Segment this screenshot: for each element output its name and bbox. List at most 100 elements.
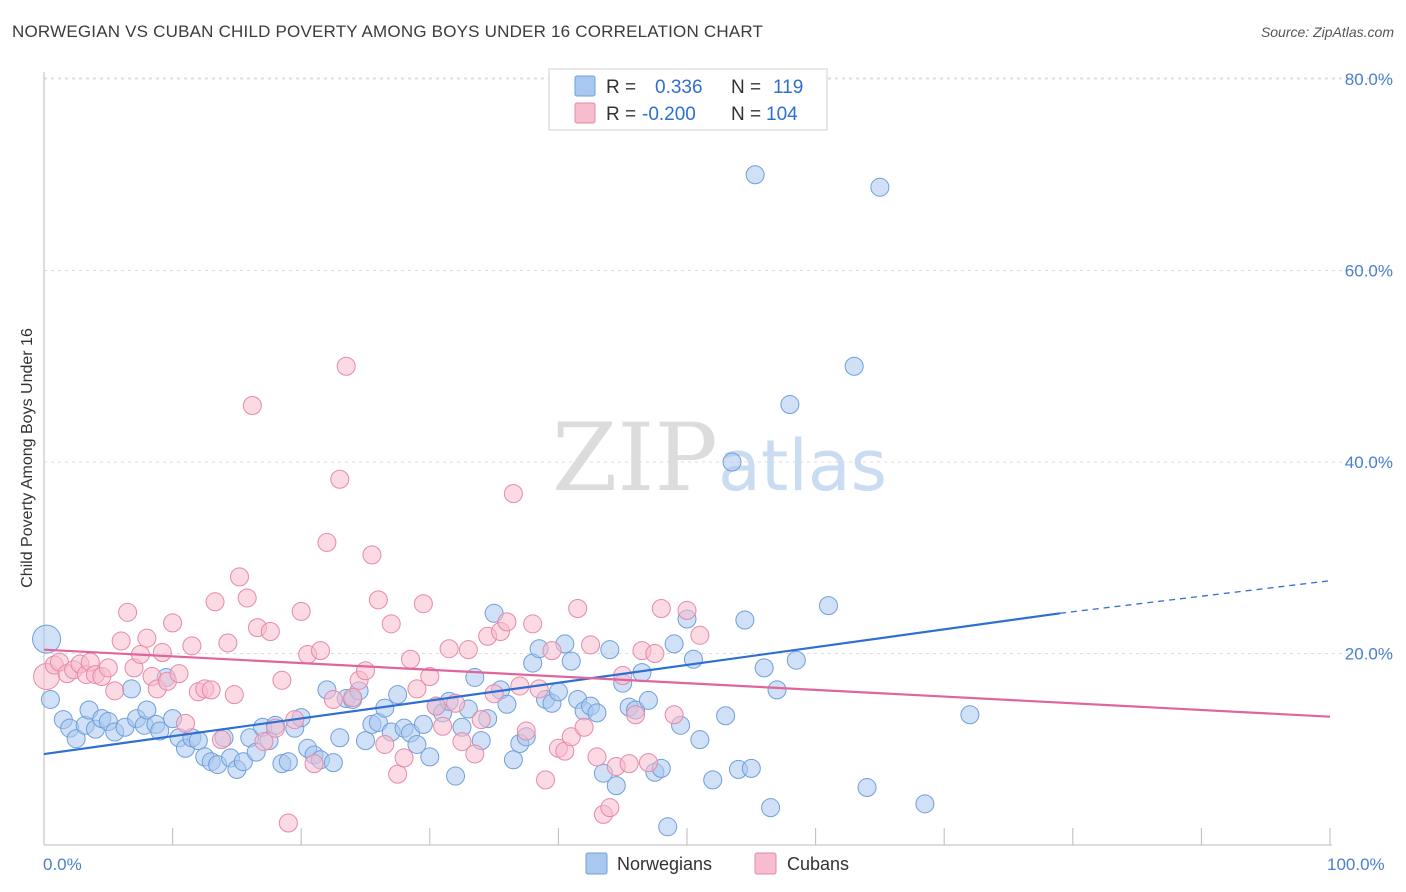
point-norwegians-1 — [40, 689, 60, 709]
point-cubans-100 — [677, 600, 697, 620]
point-norwegians-45 — [330, 728, 350, 748]
legend-n-value-norwegians: 119 — [773, 77, 803, 98]
chart-title: NORWEGIAN VS CUBAN CHILD POVERTY AMONG B… — [12, 22, 764, 41]
point-cubans-65 — [439, 639, 459, 659]
point-norwegians-118 — [915, 794, 935, 814]
point-cubans-40 — [278, 813, 298, 833]
point-norwegians-104 — [722, 452, 742, 472]
point-cubans-39 — [272, 670, 292, 690]
point-cubans-24 — [182, 636, 202, 656]
point-cubans-44 — [304, 754, 324, 774]
point-cubans-85 — [568, 598, 588, 618]
y-tick-label-40: 40.0% — [1345, 453, 1393, 472]
point-norwegians-87 — [600, 640, 620, 660]
point-cubans-42 — [291, 601, 311, 621]
y-tick-labels: 20.0% 40.0% 60.0% 80.0% — [1345, 70, 1393, 664]
point-norwegians-108 — [745, 165, 765, 185]
bottom-legend: Norwegians Cubans — [585, 852, 849, 875]
point-cubans-72 — [484, 684, 504, 704]
point-cubans-67 — [452, 732, 472, 752]
point-cubans-47 — [323, 689, 343, 709]
legend-r-label-norwegians: R = — [606, 77, 636, 98]
watermark-atlas: atlas — [718, 425, 887, 507]
legend-swatch-norwegians — [574, 75, 596, 97]
legend-swatch-cubans — [574, 102, 596, 124]
point-cubans-36 — [254, 732, 274, 752]
bottom-legend-swatch-cubans — [754, 852, 777, 875]
gridlines — [44, 77, 1392, 654]
y-axis-title: Child Poverty Among Boys Under 16 — [19, 328, 36, 588]
legend-r-label-cubans: R = — [606, 104, 636, 125]
point-cubans-86 — [574, 717, 594, 737]
point-norwegians-63 — [446, 766, 466, 786]
point-cubans-98 — [651, 598, 671, 618]
point-cubans-80 — [536, 770, 556, 790]
point-norwegians-117 — [870, 177, 890, 197]
point-norwegians-72 — [503, 750, 523, 770]
point-cubans-62 — [420, 666, 440, 686]
legend: R = 0.336 N = 119 R = -0.200 N = 104 — [548, 68, 828, 131]
point-norwegians-109 — [754, 658, 774, 678]
point-cubans-79 — [529, 679, 549, 699]
point-norwegians-79 — [548, 682, 568, 702]
y-tick-label-80: 80.0% — [1345, 70, 1393, 89]
trend-lines — [43, 580, 1331, 756]
point-norwegians-49 — [356, 731, 375, 751]
point-norwegians-81 — [561, 651, 581, 671]
point-cubans-87 — [581, 635, 601, 655]
point-norwegians-85 — [587, 703, 607, 723]
point-cubans-10 — [98, 658, 118, 678]
point-cubans-58 — [394, 748, 414, 768]
trend-line-cubans — [43, 648, 1331, 718]
bottom-legend-label-cubans: Cubans — [787, 854, 849, 874]
point-cubans-63 — [426, 696, 446, 716]
legend-r-value-cubans: -0.200 — [642, 104, 696, 125]
point-cubans-96 — [638, 753, 658, 773]
point-norwegians-103 — [716, 706, 736, 726]
point-cubans-61 — [413, 594, 433, 614]
point-norwegians-17 — [150, 721, 170, 741]
point-cubans-81 — [542, 641, 562, 661]
point-cubans-12 — [111, 631, 131, 651]
point-norwegians-97 — [664, 634, 684, 654]
point-cubans-46 — [317, 532, 337, 552]
point-norwegians-0 — [32, 624, 62, 654]
point-cubans-59 — [401, 649, 421, 669]
point-norwegians-88 — [606, 776, 626, 796]
point-cubans-75 — [503, 484, 523, 504]
point-cubans-90 — [600, 798, 620, 818]
point-cubans-45 — [310, 641, 330, 661]
legend-r-value-norwegians: 0.336 — [655, 77, 703, 98]
point-cubans-56 — [381, 614, 401, 634]
point-cubans-55 — [375, 734, 395, 754]
x-ticks — [43, 828, 1331, 845]
point-cubans-93 — [619, 754, 639, 774]
point-norwegians-44 — [323, 753, 343, 773]
point-cubans-66 — [446, 693, 466, 713]
point-cubans-74 — [497, 612, 517, 632]
point-norwegians-116 — [857, 778, 877, 798]
point-cubans-60 — [407, 679, 427, 699]
point-norwegians-4 — [66, 729, 86, 749]
x-tick-label-0: 0.0% — [43, 855, 82, 874]
point-cubans-30 — [218, 633, 238, 653]
point-cubans-48 — [330, 469, 350, 489]
point-norwegians-113 — [786, 650, 806, 670]
point-cubans-21 — [163, 613, 183, 633]
point-cubans-33 — [237, 588, 257, 608]
point-cubans-53 — [362, 545, 382, 565]
point-cubans-64 — [433, 716, 453, 736]
point-cubans-29 — [211, 730, 231, 750]
point-cubans-94 — [626, 705, 646, 725]
point-cubans-77 — [516, 721, 536, 741]
point-cubans-23 — [175, 713, 195, 733]
y-tick-label-60: 60.0% — [1345, 262, 1393, 281]
point-cubans-69 — [465, 744, 485, 764]
point-cubans-13 — [118, 602, 138, 622]
point-cubans-32 — [229, 567, 249, 587]
point-cubans-27 — [201, 680, 221, 700]
point-cubans-84 — [561, 727, 581, 747]
point-cubans-31 — [224, 685, 244, 705]
point-cubans-50 — [343, 688, 363, 708]
